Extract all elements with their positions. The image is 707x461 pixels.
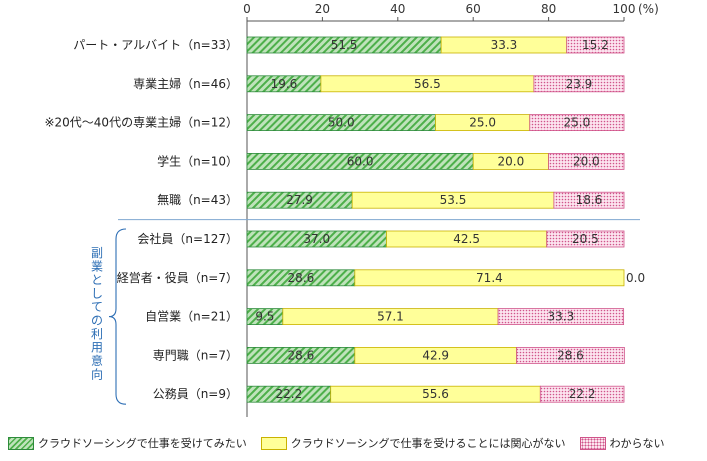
data-label: 60.0: [347, 154, 374, 168]
legend-swatch-green-hatched: [8, 436, 34, 450]
x-tick-label: 20: [315, 2, 330, 16]
category-label: 自営業（n=21）: [145, 310, 238, 324]
data-label: 56.5: [414, 77, 441, 91]
chart-legend: クラウドソーシングで仕事を受けてみたい クラウドソーシングで仕事を受けることには…: [8, 434, 679, 452]
group-label-char: 向: [91, 367, 103, 382]
data-label: 25.0: [469, 116, 496, 130]
data-label: 22.2: [569, 387, 596, 401]
bar-segment: [539, 385, 625, 403]
group-label-char: 用: [91, 341, 103, 355]
legend-item-dont-know: わからない: [579, 435, 665, 451]
bar-segment: [566, 36, 625, 54]
legend-item-not-interested: クラウドソーシングで仕事を受けることには関心がない: [260, 435, 566, 451]
data-label: 19.6: [271, 77, 298, 91]
group-label-char: 利: [91, 327, 103, 341]
data-label: 22.2: [275, 387, 302, 401]
x-axis-unit: (%): [638, 2, 659, 16]
data-label: 27.9: [286, 193, 313, 207]
category-label: 経営者・役員（n=7）: [117, 270, 238, 285]
data-label: 28.6: [557, 348, 584, 362]
x-tick-label: 40: [390, 2, 405, 16]
data-label: 28.6: [288, 271, 315, 285]
data-label: 50.0: [328, 116, 355, 130]
group-label-char: 意: [91, 353, 103, 368]
data-label: 28.6: [288, 348, 315, 362]
data-label: 53.5: [440, 193, 467, 207]
legend-label: わからない: [609, 437, 665, 450]
data-label: 18.6: [576, 193, 603, 207]
bar-segment: [548, 152, 625, 170]
category-label: パート・アルバイト（n=33）: [73, 38, 238, 52]
data-label: 20.5: [572, 232, 599, 246]
data-label: 71.4: [476, 271, 503, 285]
bar-segment: [354, 269, 625, 287]
category-label: ※20代～40代の専業主婦（n=12）: [44, 115, 238, 130]
data-label: 51.5: [331, 38, 358, 52]
data-label: 42.5: [453, 232, 480, 246]
group-label-char: と: [91, 273, 103, 287]
data-label: 37.0: [303, 232, 330, 246]
bar-segment: [546, 230, 625, 248]
data-label: 20.0: [498, 154, 525, 168]
category-label: 無職（n=43）: [157, 192, 238, 207]
category-label: 専業主婦（n=46）: [133, 76, 238, 91]
category-label: 専門職（n=7）: [153, 348, 238, 362]
data-label: 23.9: [566, 77, 593, 91]
group-label-char: て: [91, 300, 103, 314]
data-label: 25.0: [564, 116, 591, 130]
x-tick-label: 60: [466, 2, 481, 16]
x-tick-label: 0: [243, 2, 251, 16]
data-label: 33.3: [547, 310, 574, 324]
data-label: 55.6: [422, 387, 449, 401]
data-label: 42.9: [422, 348, 449, 362]
legend-label: クラウドソーシングで仕事を受けてみたい: [38, 437, 247, 450]
legend-swatch-pink-dotted: [579, 436, 606, 450]
category-label: 会社員（n=127）: [137, 231, 238, 246]
group-label-char: 副: [91, 246, 103, 260]
legend-item-want-to-try: クラウドソーシングで仕事を受けてみたい: [8, 435, 247, 451]
data-label: 0.0: [626, 271, 645, 285]
bar-segment: [533, 75, 625, 93]
legend-label: クラウドソーシングで仕事を受けることには関心がない: [290, 437, 566, 450]
legend-swatch-yellow: [260, 436, 287, 450]
data-label: 33.3: [491, 38, 518, 52]
data-label: 57.1: [377, 310, 404, 324]
group-label-char: し: [91, 287, 103, 301]
bar-segment: [497, 308, 625, 326]
x-tick-label: 100: [613, 2, 636, 16]
bar-segment: [516, 346, 625, 364]
data-label: 15.2: [582, 38, 609, 52]
bar-segment: [529, 114, 625, 131]
category-label: 公務員（n=9）: [153, 387, 238, 401]
group-label-char: の: [91, 314, 103, 328]
group-label-char: 業: [91, 260, 103, 274]
bar-segment: [553, 191, 625, 209]
x-tick-label: 80: [541, 2, 556, 16]
group-brace: [108, 228, 127, 405]
data-label: 9.5: [255, 310, 274, 324]
data-label: 20.0: [573, 154, 600, 168]
category-label: 学生（n=10）: [157, 153, 238, 168]
